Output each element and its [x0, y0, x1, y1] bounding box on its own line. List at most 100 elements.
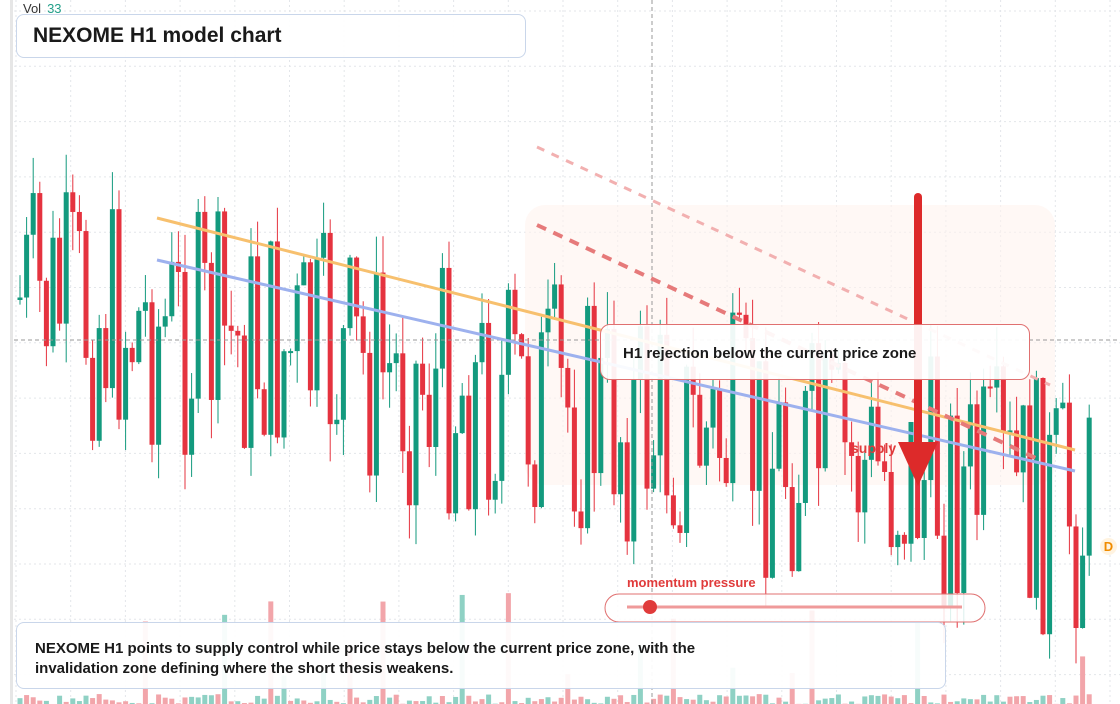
candle-body: [941, 535, 947, 606]
volume-bar: [928, 702, 934, 704]
candle-body: [347, 257, 353, 329]
candle-body: [717, 388, 723, 458]
candle-body: [426, 394, 432, 448]
candle-body: [492, 480, 498, 500]
volume-bar: [545, 697, 551, 704]
candle-body: [1073, 526, 1079, 629]
volume-bar: [776, 697, 782, 704]
candle-body: [235, 330, 241, 336]
candle-body: [974, 404, 980, 515]
volume-bar: [274, 695, 280, 704]
candle-body: [149, 302, 155, 445]
candle-body: [987, 386, 993, 389]
candle-body: [63, 192, 69, 324]
volume-bar: [835, 694, 841, 704]
candle-body: [736, 312, 742, 315]
volume-bar: [162, 697, 168, 704]
marker-badge[interactable]: D: [1100, 538, 1117, 555]
candle-body: [552, 284, 558, 309]
volume-bar: [281, 675, 287, 704]
volume-bar: [1020, 696, 1026, 704]
volume-bar: [882, 694, 888, 704]
candle-body: [723, 457, 729, 484]
candle-body: [387, 363, 393, 373]
candle-body: [571, 407, 577, 512]
candle-body: [1047, 434, 1053, 635]
volume-bar: [552, 701, 558, 704]
candle-body: [360, 316, 366, 353]
volume-bar: [690, 699, 696, 704]
volume-bar: [578, 696, 584, 704]
volume-bar: [123, 701, 129, 704]
volume-bar: [228, 701, 234, 704]
volume-bar: [1086, 694, 1092, 704]
volume-bar: [17, 698, 23, 704]
candle-body: [334, 419, 340, 425]
candle-body: [948, 415, 954, 606]
volume-bar: [717, 695, 723, 704]
candle-body: [677, 525, 683, 533]
volume-bar: [961, 698, 967, 704]
candle-body: [664, 334, 670, 496]
volume-bar: [479, 699, 485, 704]
volume-bar: [30, 697, 36, 704]
candle-body: [651, 455, 657, 489]
candle-body: [585, 305, 591, 529]
chart-title: NEXOME H1 model chart: [16, 14, 526, 58]
candle-body: [367, 352, 373, 476]
candle-body: [301, 262, 307, 286]
candle-body: [776, 402, 782, 469]
volume-bar: [875, 695, 881, 704]
volume-bar: [651, 698, 657, 704]
candle-body: [30, 193, 36, 235]
volume-bar: [697, 694, 703, 704]
candle-body: [255, 256, 261, 390]
volume-bar: [736, 695, 742, 704]
candle-body: [802, 390, 808, 503]
volume-bar: [816, 700, 822, 704]
volume-bar: [987, 701, 993, 704]
candle-body: [17, 297, 23, 300]
volume-bar: [921, 695, 927, 704]
candle-body: [578, 511, 584, 529]
candle-body: [934, 356, 940, 536]
candle-body: [90, 357, 96, 441]
volume-bar: [703, 700, 709, 704]
volume-bar: [901, 695, 907, 704]
volume-bar: [611, 698, 617, 704]
volume-bar: [783, 701, 789, 704]
volume-bar: [235, 701, 241, 704]
volume-bar: [63, 701, 69, 704]
momentum-knob: [643, 600, 657, 614]
candle-body: [1080, 555, 1086, 629]
candle-body: [1000, 366, 1006, 432]
rejection-note: H1 rejection below the current price zon…: [600, 324, 1030, 380]
volume-bar: [43, 700, 49, 704]
volume-bar: [37, 700, 43, 704]
volume-label: Vol: [23, 1, 42, 16]
volume-bar: [109, 700, 115, 704]
candle-body: [142, 302, 148, 311]
candle-body: [703, 427, 709, 466]
volume-bar: [1047, 695, 1053, 704]
volume-bar: [195, 697, 201, 704]
candle-body: [466, 395, 472, 510]
candle-body: [532, 464, 538, 508]
candle-body: [83, 231, 89, 358]
volume-bar: [763, 694, 769, 704]
candle-body: [505, 289, 511, 375]
candle-body: [769, 468, 775, 578]
candle-body: [479, 322, 485, 363]
candle-body: [1027, 405, 1033, 598]
volume-bar: [393, 694, 399, 704]
volume-bar: [585, 699, 591, 704]
volume-bar: [70, 698, 76, 704]
volume-bar: [525, 697, 531, 704]
volume-value: 33: [47, 1, 62, 16]
volume-bar: [591, 702, 597, 704]
candle-body: [875, 406, 881, 462]
volume-bar: [334, 701, 340, 704]
candle-body: [116, 209, 122, 420]
volume-bar: [743, 695, 749, 704]
candle-body: [756, 361, 762, 491]
